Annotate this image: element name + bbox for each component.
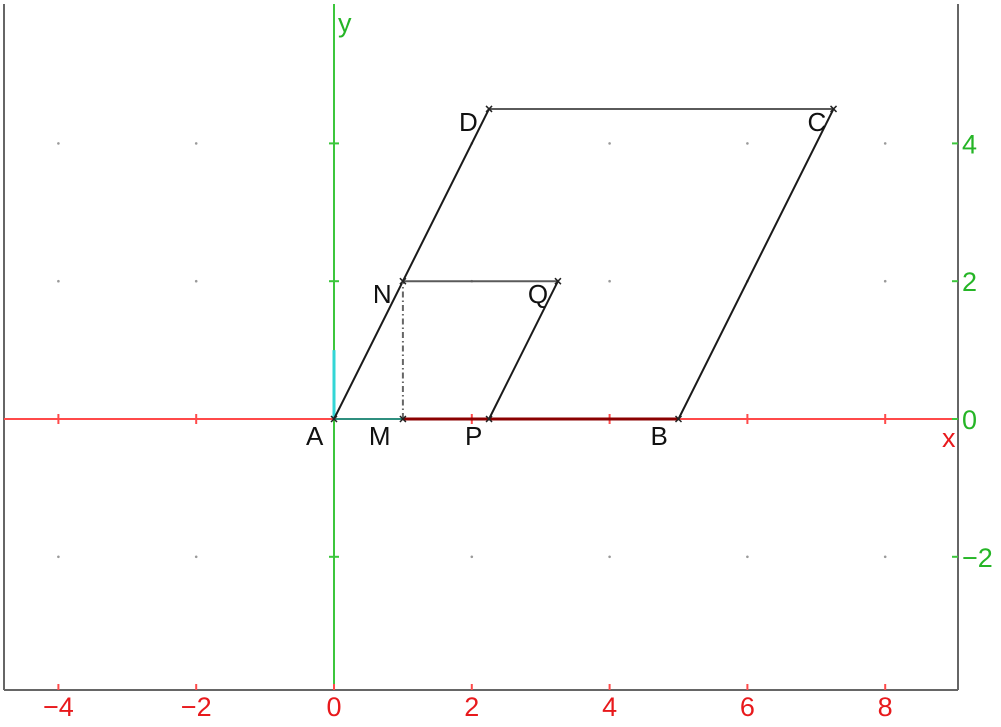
point-marker (554, 277, 562, 285)
point-M (399, 415, 407, 423)
point-C (829, 105, 838, 113)
point-label-Q: Q (528, 279, 548, 309)
point-marker (399, 415, 407, 423)
point-marker (330, 415, 338, 423)
x-tick-label: −2 (181, 692, 212, 722)
point-A (330, 415, 338, 423)
segment-CB (677, 108, 835, 420)
y-tick-label: 2 (962, 267, 977, 297)
x-tick-label: 2 (464, 692, 479, 722)
x-tick-label: 0 (326, 692, 341, 722)
point-Q (554, 277, 562, 285)
points (330, 105, 838, 423)
point-B (674, 415, 683, 423)
axes: −4 −2 0 2 4 6 8 −2 0 2 4 x y (3, 4, 993, 722)
grid-dot (883, 555, 887, 559)
point-label-D: D (459, 107, 478, 137)
point-label-A: A (306, 421, 324, 451)
point-label-M: M (369, 421, 391, 451)
point-marker (485, 105, 493, 113)
grid-dot (608, 142, 611, 145)
grid-dots (57, 142, 887, 559)
x-axis-label: x (942, 423, 956, 453)
y-tick-label: 0 (962, 405, 977, 435)
x-tick-label: −4 (43, 692, 74, 722)
grid-dot (746, 555, 749, 559)
grid-dot (194, 555, 198, 559)
point-label-N: N (373, 279, 392, 309)
x-tick-label: 6 (740, 692, 755, 722)
grid-dot (57, 142, 60, 145)
segment-AD (333, 108, 490, 420)
grid-dot (194, 279, 198, 283)
segments (332, 107, 835, 421)
point-marker (399, 277, 407, 285)
y-tick-label: 4 (962, 129, 977, 159)
y-axis-label: y (338, 8, 352, 38)
point-marker (829, 105, 838, 113)
x-tick-label: 4 (602, 692, 617, 722)
grid-dot (608, 279, 611, 283)
labels: A M P B N Q D C (306, 107, 826, 451)
grid-dot (883, 279, 887, 283)
point-marker (674, 415, 683, 423)
grid-dot (608, 555, 611, 559)
point-label-P: P (465, 421, 482, 451)
point-D (485, 105, 493, 113)
point-marker (485, 415, 493, 423)
grid-dot (883, 142, 887, 145)
point-label-B: B (651, 421, 668, 451)
point-P (485, 415, 493, 423)
segment-QP (488, 280, 559, 420)
grid-dot (194, 142, 198, 145)
x-tick-label: 8 (878, 692, 893, 722)
point-N (399, 277, 407, 285)
grid-dot (746, 142, 749, 145)
grid-dot (470, 555, 474, 559)
grid-dot (57, 555, 60, 559)
point-label-C: C (808, 107, 827, 137)
grid-dot (57, 279, 60, 283)
y-tick-label: −2 (962, 543, 993, 573)
